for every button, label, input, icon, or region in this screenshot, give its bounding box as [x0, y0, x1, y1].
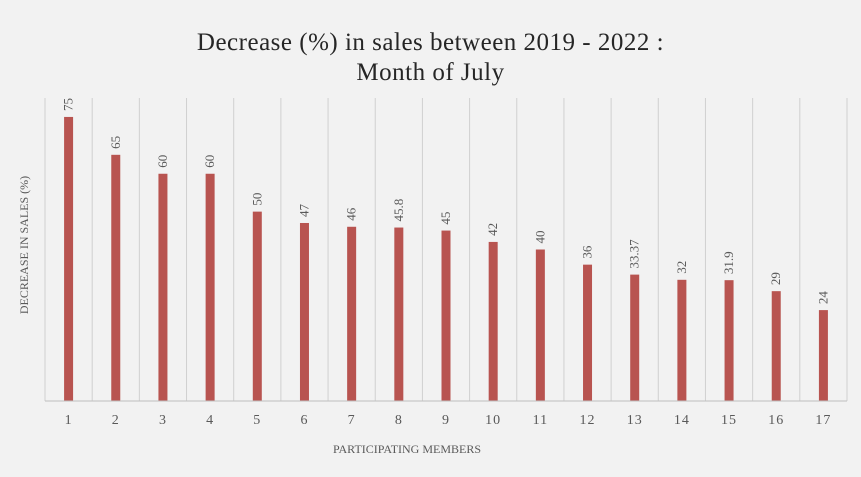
data-label-16: 29: [768, 272, 783, 285]
chart-title: Decrease (%) in sales between 2019 - 202…: [196, 29, 665, 56]
data-label-5: 50: [249, 193, 264, 206]
x-tick-12: 12: [580, 413, 596, 428]
data-labels: 75 65 60 60 50 47 46 45.8 45 42 40 36 33.37 32 31.9 29 2…: [61, 98, 831, 304]
bar-14: [677, 279, 687, 401]
bar-8: [394, 227, 404, 401]
data-label-6: 47: [296, 203, 311, 217]
bar-5: [252, 211, 262, 401]
bar-3: [158, 173, 168, 401]
y-axis-title: DECREASE IN SALES (%): [17, 176, 31, 314]
bar-16: [771, 291, 781, 401]
bar-13: [630, 274, 640, 401]
bar-17: [818, 310, 828, 401]
data-label-7: 46: [344, 207, 359, 221]
x-tick-7: 7: [348, 413, 356, 428]
data-label-10: 42: [485, 223, 500, 236]
x-tick-17: 17: [815, 413, 831, 428]
data-label-2: 65: [108, 136, 123, 149]
bar-1: [64, 116, 74, 401]
x-tick-8: 8: [395, 413, 403, 428]
x-tick-14: 14: [674, 413, 690, 428]
bars: [64, 116, 828, 401]
bar-6: [299, 222, 309, 401]
bar-10: [488, 241, 498, 401]
data-label-13: 33.37: [627, 239, 642, 269]
bar-7: [347, 226, 357, 401]
x-tick-15: 15: [721, 413, 737, 428]
data-label-1: 75: [61, 98, 76, 111]
x-tick-2: 2: [112, 413, 120, 428]
gridlines: [44, 98, 848, 401]
x-tick-3: 3: [159, 413, 167, 428]
x-tick-labels: 1 2 3 4 5 6 7 8 9 10 11 12 13 14 15 16 17: [65, 413, 831, 428]
bar-9: [441, 230, 451, 401]
data-label-15: 31.9: [721, 251, 736, 274]
x-tick-9: 9: [442, 413, 450, 428]
bar-11: [535, 249, 545, 401]
data-label-12: 36: [580, 245, 595, 259]
bar-15: [724, 280, 734, 401]
data-label-14: 32: [674, 261, 689, 274]
bar-4: [205, 173, 215, 401]
data-label-9: 45: [438, 212, 453, 225]
data-label-4: 60: [202, 155, 217, 168]
data-label-17: 24: [815, 291, 830, 305]
x-tick-10: 10: [485, 413, 501, 428]
x-tick-4: 4: [206, 413, 214, 428]
x-tick-13: 13: [627, 413, 643, 428]
data-label-8: 45.8: [391, 199, 406, 222]
bar-12: [583, 264, 593, 401]
x-tick-1: 1: [65, 413, 73, 428]
data-label-3: 60: [155, 155, 170, 168]
x-tick-16: 16: [768, 413, 784, 428]
bar-2: [111, 154, 121, 401]
x-tick-6: 6: [300, 413, 308, 428]
x-axis-title: PARTICIPATING MEMBERS: [333, 442, 481, 456]
chart-subtitle: Month of July: [356, 59, 505, 86]
x-tick-11: 11: [533, 413, 548, 428]
data-label-11: 40: [532, 231, 547, 244]
x-tick-5: 5: [253, 413, 261, 428]
